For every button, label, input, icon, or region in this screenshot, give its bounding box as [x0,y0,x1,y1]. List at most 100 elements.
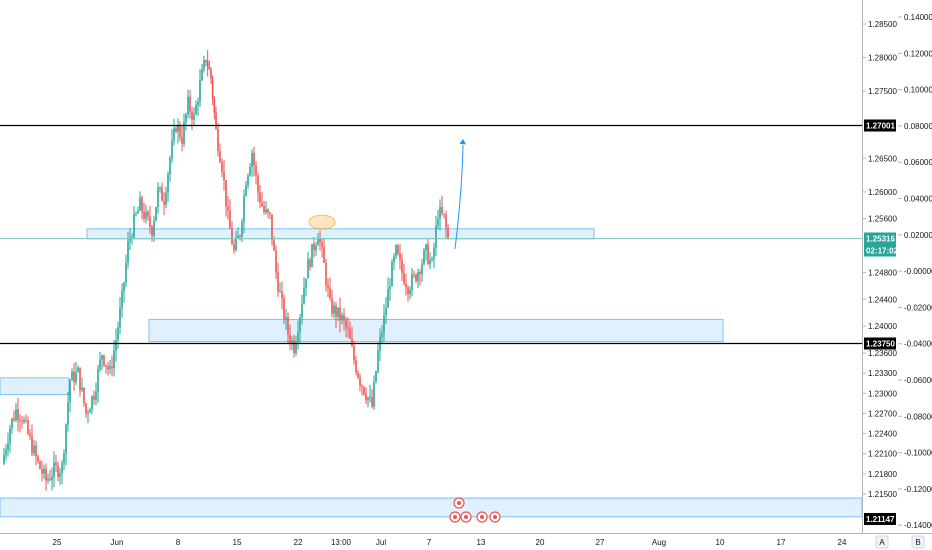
candle-body [231,229,233,245]
candle-body [311,244,313,267]
candle-body [291,340,293,343]
candle-body [403,273,405,284]
candle-body [247,175,249,185]
bottom-tag-label: 1.21147 [866,515,895,524]
percent-tick-label: 0.04000 [904,195,932,204]
candle-body [361,385,363,387]
candle-body [101,355,103,359]
price-tick-label: 1.21800 [868,470,897,479]
candle-body [191,112,193,120]
candle-body [209,67,211,69]
event-marker-dot [464,515,468,519]
candle-body [13,419,15,420]
candle-body [5,450,7,455]
time-axis[interactable]: 25 Jun 8 15 22 13:00 Jul 7 13 20 27 Aug 10 17 24 [53,538,847,547]
candle-body [111,366,113,368]
candle-body [181,137,183,143]
candle-body [163,201,165,205]
candles-layer [3,50,449,491]
candle-body [369,397,371,398]
candle-body [3,455,5,464]
price-tick-label: 1.22100 [868,450,897,459]
candle-body [343,315,345,320]
candle-body [139,198,141,211]
candle-body [51,477,53,480]
candle-body [225,180,227,206]
candle-body [405,284,407,288]
candle-body [367,398,369,400]
candle-body [199,80,201,101]
candle-body [83,388,85,404]
percent-axis[interactable]: 0.14000 0.12000 0.10000 0.08000 0.06000 0.040… [898,13,932,530]
candle-body [245,185,247,195]
candle-body [313,244,315,250]
candle-body [39,461,41,469]
percent-tick-label: -0.08000 [904,412,932,421]
percent-tick-label: -0.00000 [904,267,932,276]
candle-body [91,396,93,409]
candle-body [55,463,57,466]
candle-body [195,105,197,114]
candle-body [214,99,216,113]
candle-body [433,248,435,259]
candle-body [359,377,361,385]
line-tag-1-label: 1.23750 [866,340,895,349]
price-tick-label: 1.25600 [868,215,897,224]
candle-body [71,372,73,381]
candle-body [165,193,167,205]
candle-body [371,397,373,407]
candle-body [121,291,123,308]
candle-body [397,245,399,254]
candle-body [167,174,169,193]
candle-body [353,346,355,360]
candle-body [107,366,109,369]
percent-tick-label: 0.06000 [904,158,932,167]
candle-body [331,298,333,314]
candle-body [145,212,147,219]
candle-body [37,456,39,461]
candle-body [401,260,403,273]
candle-body [49,479,51,480]
time-tick-label: Jun [111,538,124,547]
candle-body [337,307,339,317]
candle-body [123,282,125,291]
candle-body [99,359,101,369]
candle-body [149,217,151,227]
price-axis[interactable]: 1.28500 1.28000 1.27500 1.26500 1.26000 1.256… [862,20,897,499]
candle-body [249,167,251,175]
percent-tick-label: 0.02000 [904,231,932,240]
candle-body [53,463,55,477]
candle-body [205,60,207,62]
event-marker-dot [453,515,457,519]
candle-body [407,288,409,295]
candle-body [81,388,83,390]
candle-body [185,114,187,122]
candle-body [117,328,119,341]
zone-0 [0,378,69,395]
candle-body [169,158,171,174]
candle-body [323,247,325,263]
candle-body [135,214,137,215]
time-tick-label: 15 [233,538,242,547]
candle-body [315,245,317,250]
candle-body [179,125,181,137]
candle-body [210,69,212,78]
candle-body [425,244,427,250]
candle-body [317,239,319,245]
time-tick-label: 17 [777,538,786,547]
candle-body [289,334,291,343]
candle-body [265,210,267,213]
event-marker-dot [457,501,461,505]
candle-body [275,251,277,273]
candle-body [277,272,279,291]
candle-body [109,366,111,369]
price-tick-label: 1.27500 [868,87,897,96]
candle-body [357,372,359,377]
candle-body [67,402,69,424]
candle-body [119,308,121,328]
candle-body [175,128,177,131]
candle-body [443,214,445,215]
candle-body [271,214,273,240]
